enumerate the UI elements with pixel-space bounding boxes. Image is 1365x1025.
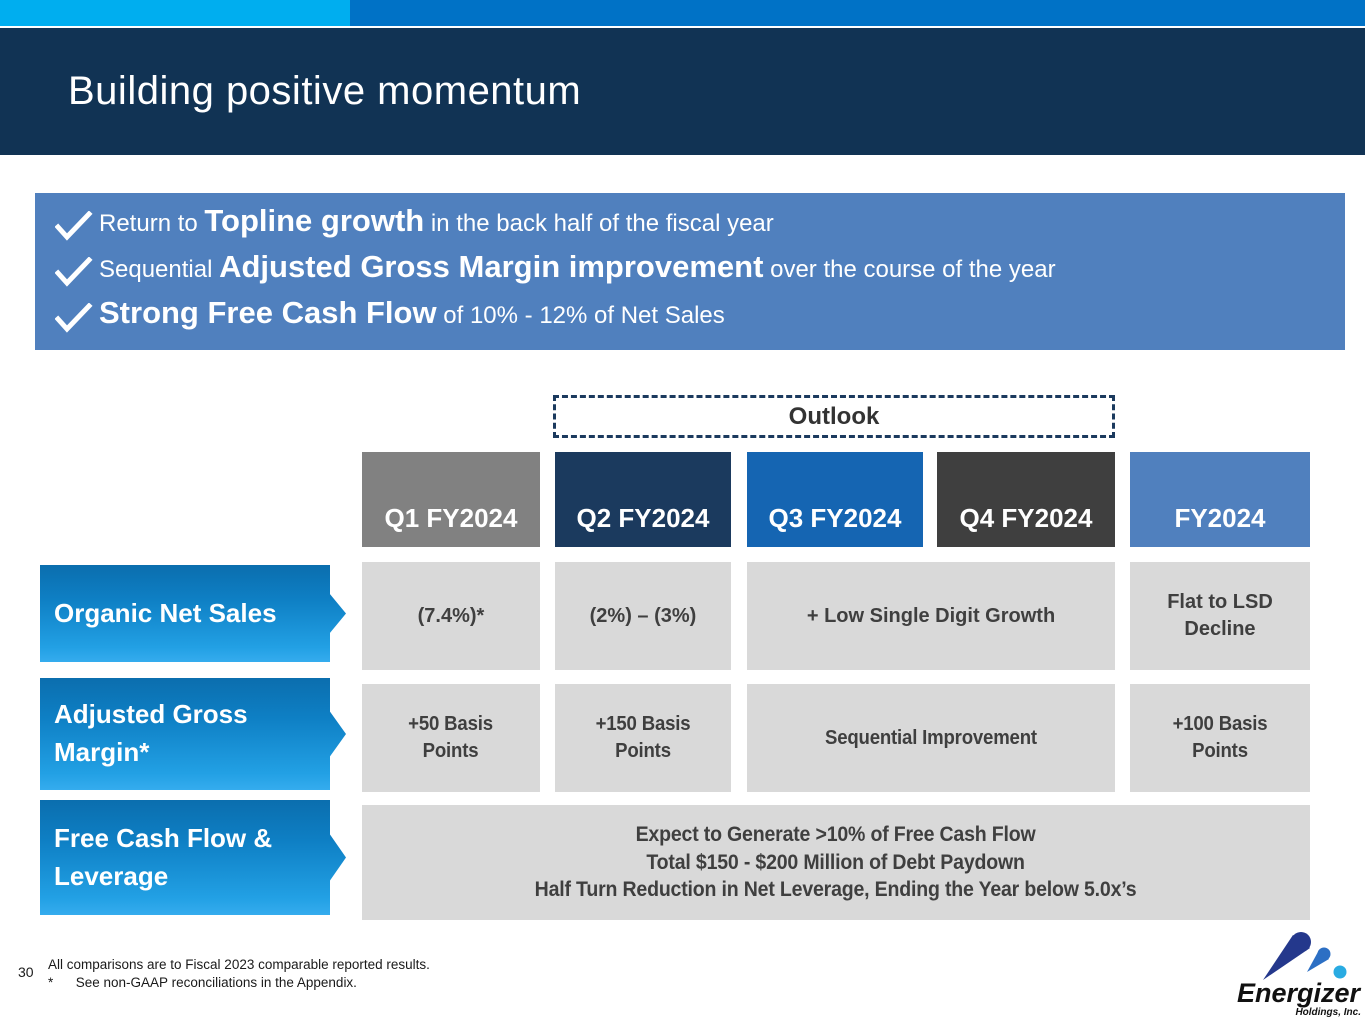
page-number: 30 — [18, 964, 34, 980]
check-icon — [55, 210, 99, 241]
outlook-label: Outlook — [788, 402, 880, 430]
energizer-logo: Energizer Holdings, Inc. — [1235, 928, 1363, 1020]
highlight-line: Sequential Adjusted Gross Margin improve… — [55, 249, 1325, 295]
check-icon — [55, 302, 99, 333]
footnotes: All comparisons are to Fiscal 2023 compa… — [48, 956, 430, 991]
column-header-label: Q4 FY2024 — [959, 503, 1093, 533]
highlight-text-pre: Return to — [99, 209, 205, 237]
highlight-text-bold: Strong Free Cash Flow — [99, 294, 437, 330]
cell-free-cash-flow-leverage-full: Expect to Generate >10% of Free Cash Flo… — [362, 805, 1310, 920]
highlight-text-bold: Adjusted Gross Margin improvement — [219, 248, 764, 284]
outlook-box: Outlook — [553, 395, 1115, 438]
column-header-label: Q2 FY2024 — [576, 503, 710, 533]
slide-header: Building positive momentum — [0, 28, 1365, 155]
logo-wordmark: Energizer — [1237, 978, 1362, 1008]
column-header-fy2024: FY2024 — [1130, 452, 1310, 547]
column-header-q3-fy2024: Q3 FY2024 — [747, 452, 923, 547]
column-header-label: Q1 FY2024 — [384, 503, 518, 533]
row-label-organic-net-sales: Organic Net Sales — [40, 565, 346, 662]
footnote-comparisons: All comparisons are to Fiscal 2023 compa… — [48, 957, 430, 972]
cell-adjusted-gross-margin-fy: +100 Basis Points — [1130, 684, 1310, 792]
cell-organic-net-sales-q2: (2%) – (3%) — [555, 562, 731, 670]
highlight-line: Return to Topline growth in the back hal… — [55, 203, 1325, 249]
highlight-text-post: over the course of the year — [763, 255, 1056, 283]
row-label-text: Adjusted Gross Margin* — [54, 699, 248, 767]
row-label-free-cash-flow-leverage: Free Cash Flow & Leverage — [40, 800, 346, 915]
column-header-label: FY2024 — [1174, 503, 1266, 533]
column-header-q1-fy2024: Q1 FY2024 — [362, 452, 540, 547]
highlight-text-post: of 10% - 12% of Net Sales — [436, 301, 725, 329]
highlight-text-post: in the back half of the fiscal year — [424, 209, 774, 237]
page-title: Building positive momentum — [68, 69, 582, 113]
energizer-bolt-icon — [1263, 932, 1347, 980]
cell-organic-net-sales-fy: Flat to LSD Decline — [1130, 562, 1310, 670]
cell-adjusted-gross-margin-q3-q4: Sequential Improvement — [747, 684, 1115, 792]
top-accent-strip-dark — [350, 0, 1365, 26]
cell-adjusted-gross-margin-q2: +150 Basis Points — [555, 684, 731, 792]
check-icon — [55, 256, 99, 287]
row-label-text: Free Cash Flow & Leverage — [54, 822, 273, 891]
footnote-non-gaap: * See non-GAAP reconciliations in the Ap… — [48, 974, 357, 990]
column-header-q4-fy2024: Q4 FY2024 — [937, 452, 1115, 547]
logo-subtext: Holdings, Inc. — [1295, 1007, 1361, 1018]
column-header-q2-fy2024: Q2 FY2024 — [555, 452, 731, 547]
highlight-text-bold: Topline growth — [204, 202, 425, 238]
cell-organic-net-sales-q3-q4: + Low Single Digit Growth — [747, 562, 1115, 670]
highlight-text-pre: Sequential — [99, 255, 220, 283]
top-accent-strip-light — [0, 0, 350, 26]
highlights-box: Return to Topline growth in the back hal… — [35, 193, 1345, 350]
row-label-adjusted-gross-margin: Adjusted Gross Margin* — [40, 678, 346, 790]
cell-adjusted-gross-margin-q1: +50 Basis Points — [362, 684, 540, 792]
highlight-line: Strong Free Cash Flow of 10% - 12% of Ne… — [55, 295, 1325, 341]
cell-organic-net-sales-q1: (7.4%)* — [362, 562, 540, 670]
row-label-text: Organic Net Sales — [54, 597, 277, 628]
column-header-label: Q3 FY2024 — [768, 503, 902, 533]
